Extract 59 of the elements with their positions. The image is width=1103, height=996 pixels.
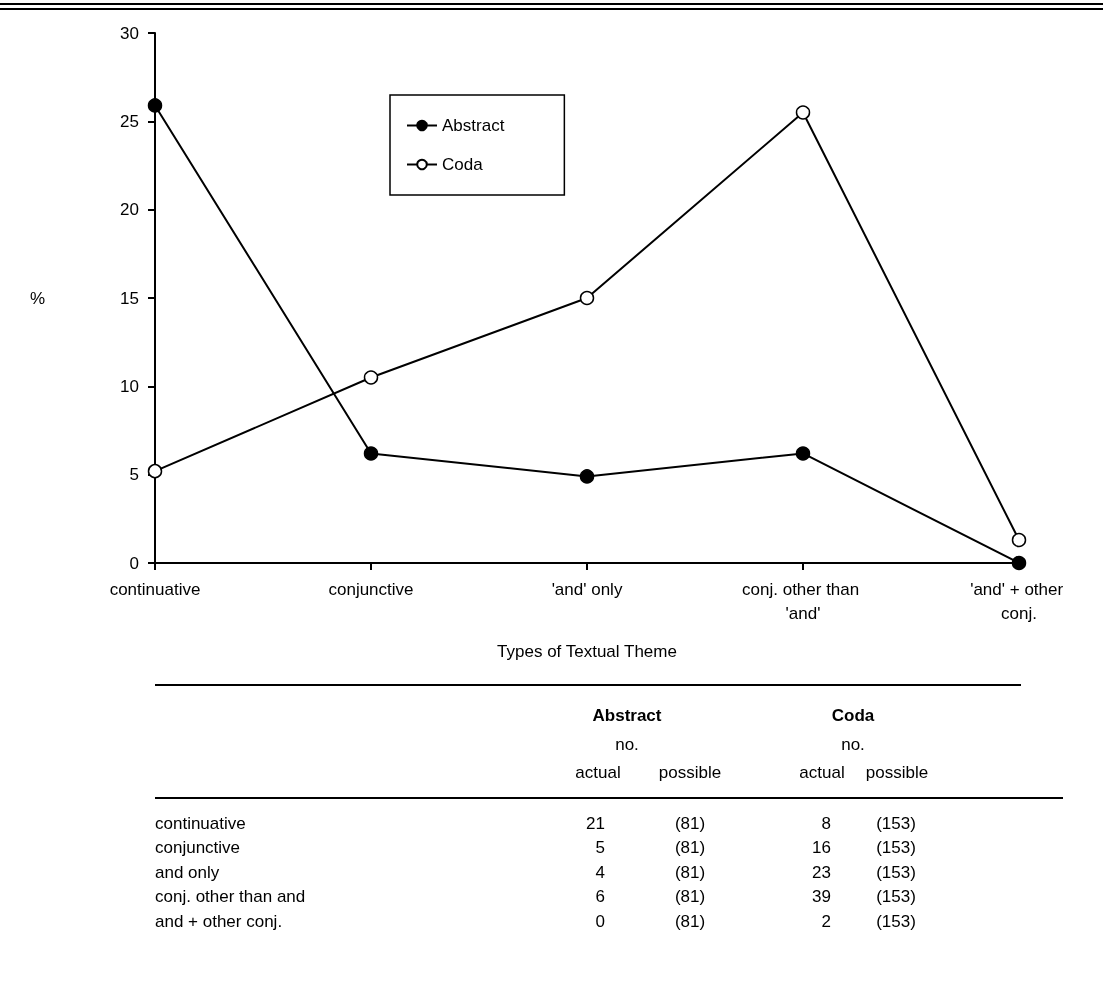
x-tick-label: continuative: [109, 579, 201, 599]
point: [1011, 532, 1027, 548]
point: [579, 290, 595, 306]
point: [795, 105, 811, 120]
text: actual: [799, 763, 845, 783]
text: (153): [876, 862, 916, 883]
text: (153): [876, 887, 916, 908]
text: 16: [812, 838, 831, 859]
y-tick-label: 10: [120, 376, 139, 396]
text: possible: [658, 763, 722, 783]
text: and + other conj.: [155, 911, 283, 932]
y-tick-label: 5: [129, 465, 139, 485]
point: [363, 370, 379, 385]
y-tick-label: 20: [120, 200, 139, 220]
point: [795, 446, 811, 461]
text: possible: [865, 763, 929, 783]
text: (153): [876, 838, 916, 859]
y-tick-label: 25: [120, 111, 139, 131]
text: 4: [595, 862, 605, 883]
text: 8: [821, 814, 831, 834]
text: 0: [595, 911, 605, 932]
text: Coda: [831, 706, 875, 726]
x-tick-label: conjunctive: [328, 579, 414, 599]
legend-label: Abstract: [442, 116, 505, 135]
legend-label: Coda: [442, 155, 484, 174]
text: conjunctive: [155, 838, 241, 859]
text: (81): [674, 814, 706, 834]
text: no.: [841, 735, 865, 755]
x-tick-label: conj. other than 'and': [742, 579, 864, 623]
y-tick-label: 30: [120, 23, 139, 43]
text: 39: [812, 887, 831, 908]
text: and only: [155, 862, 220, 883]
point: [363, 446, 379, 461]
text: (81): [674, 887, 706, 908]
text: conj. other than and: [155, 887, 306, 908]
text: 21: [586, 814, 605, 834]
text: 2: [821, 911, 831, 932]
x-axis-title: Types of Textual Theme: [497, 642, 677, 661]
point: [1011, 555, 1027, 571]
text: continuative: [155, 814, 246, 834]
text: (153): [876, 911, 916, 932]
text: actual: [575, 763, 621, 783]
y-axis-title: %: [29, 288, 45, 308]
text: 6: [595, 887, 605, 908]
point: [579, 469, 595, 484]
text: 5: [595, 838, 605, 859]
y-tick-label: 15: [120, 288, 139, 308]
text: (153): [876, 814, 916, 834]
text: Abstract: [592, 706, 662, 726]
point: [147, 463, 163, 479]
point: [147, 98, 163, 113]
x-tick-label: 'and' only: [551, 579, 623, 599]
x-tick-label: 'and' + other conj.: [970, 579, 1068, 623]
text: no.: [615, 735, 639, 755]
text: (81): [674, 862, 706, 883]
text: (81): [674, 838, 706, 859]
text: 23: [812, 862, 831, 883]
y-tick-label: 0: [129, 553, 139, 573]
text: (81): [674, 911, 706, 932]
